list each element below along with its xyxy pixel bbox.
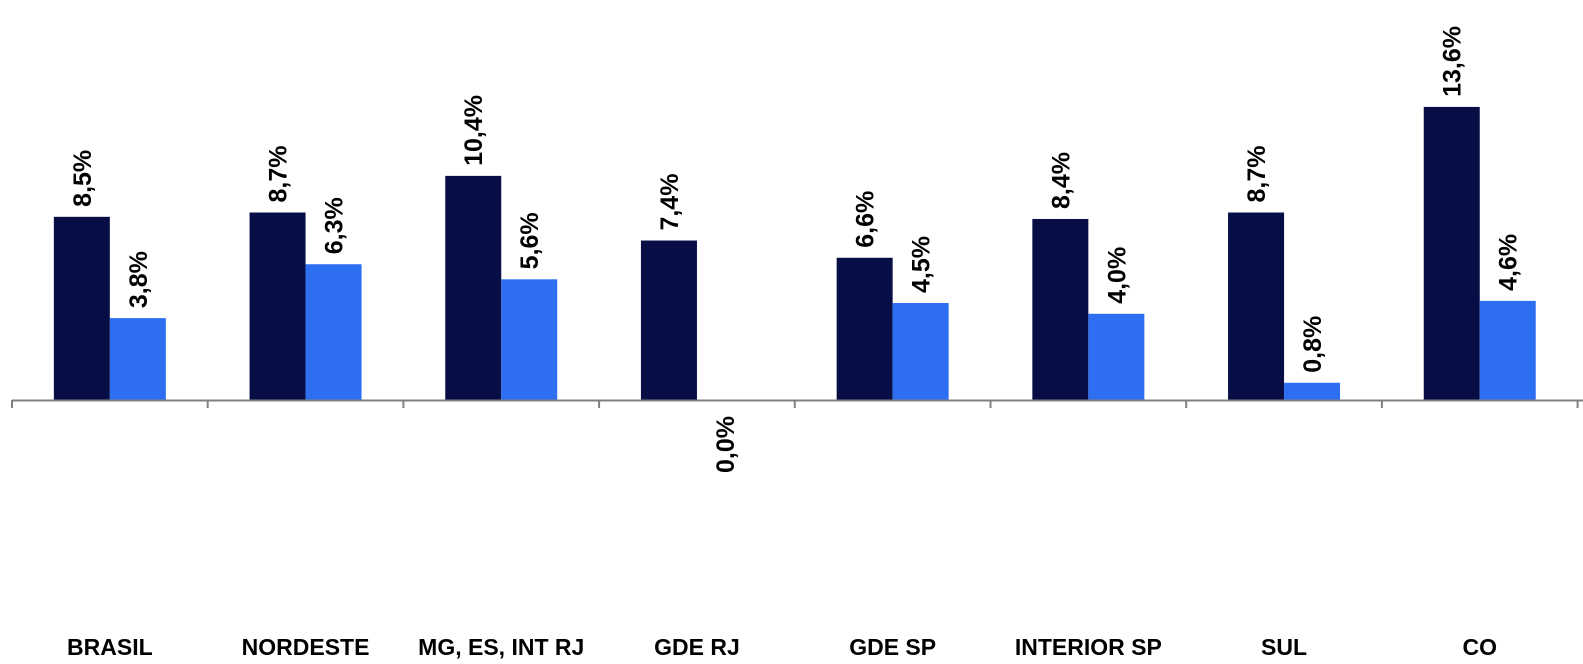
data-label-series-1-6: 8,7% [1243,146,1271,203]
data-label-series-1-3: 7,4% [656,174,684,231]
category-labels-group: BRASIL NORDESTE MG, ES, INT RJ GDE RJ GDE SP… [67,634,1497,660]
data-label-series-1-0: 8,5% [69,150,97,207]
x-axis [11,399,1583,408]
bar-series-1-5 [1032,218,1089,400]
data-label-series-2-1: 6,3% [321,197,349,254]
bar-series-2-4 [892,303,949,400]
category-label-2: MG, ES, INT RJ [418,634,584,660]
bar-series-1-7 [1423,106,1480,401]
bar-series-2-7 [1479,300,1536,400]
data-label-series-2-2: 5,6% [516,212,544,269]
data-label-series-2-3: 0,0% [712,416,740,473]
data-label-series-1-2: 10,4% [460,95,488,166]
category-label-7: CO [1463,634,1498,660]
category-label-6: SUL [1261,634,1307,660]
data-label-series-1-4: 6,6% [852,191,880,248]
data-label-series-1-1: 8,7% [265,146,293,203]
bar-series-2-1 [305,264,362,400]
bar-series-2-6 [1284,382,1341,400]
bar-series-1-1 [249,212,306,400]
category-label-3: GDE RJ [654,634,740,660]
category-label-5: INTERIOR SP [1015,634,1162,660]
bar-series-1-6 [1228,212,1285,400]
data-label-series-2-6: 0,8% [1299,316,1327,373]
bar-series-1-0 [53,216,110,400]
data-label-series-2-7: 4,6% [1495,234,1523,291]
category-label-4: GDE SP [849,634,936,660]
bar-series-2-2 [501,279,558,400]
data-label-series-1-5: 8,4% [1047,152,1075,209]
data-labels-group: 8,5% 3,8% 8,7% 6,3% 10,4% 5,6% 7,4% 0,0% 6,6% 4,5… [69,26,1523,473]
bars-group [53,106,1536,401]
bar-series-1-4 [836,257,893,400]
category-label-0: BRASIL [67,634,153,660]
data-label-series-1-7: 13,6% [1439,26,1467,97]
bar-series-2-5 [1088,313,1145,400]
bar-series-1-2 [445,175,502,400]
data-label-series-2-5: 4,0% [1103,247,1131,304]
category-label-1: NORDESTE [242,634,370,660]
bar-series-1-3 [640,240,697,400]
data-label-series-2-4: 4,5% [908,236,936,293]
bar-series-2-0 [109,318,166,400]
data-label-series-2-0: 3,8% [125,251,153,308]
